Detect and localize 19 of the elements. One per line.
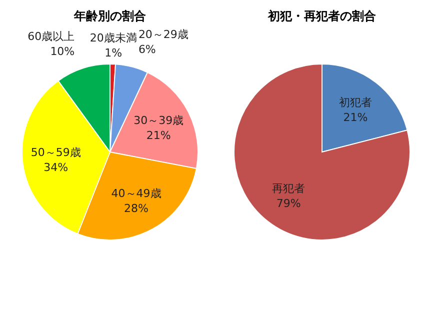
- data-label: 1%: [104, 46, 122, 60]
- data-label: 21%: [343, 110, 368, 124]
- chart-title: 初犯・再犯者の割合: [267, 9, 377, 23]
- data-label: 28%: [124, 202, 149, 215]
- slice-label: 20～29歳: [138, 28, 188, 42]
- data-label: 6%: [138, 43, 156, 56]
- chart-title: 年齢別の割合: [73, 9, 147, 23]
- slice-label: 40～49歳: [111, 186, 162, 200]
- slice-label: 50～59歳: [30, 146, 81, 159]
- slice-label: 初犯者: [338, 96, 372, 109]
- data-label: 79%: [276, 197, 301, 210]
- pie-slice: [234, 64, 410, 240]
- slice-label: 60歳以上: [28, 30, 75, 44]
- slice-label: 20歳未満: [90, 32, 137, 45]
- data-label: 34%: [44, 160, 68, 174]
- data-label: 21%: [146, 129, 171, 142]
- slice-label: 再犯者: [272, 182, 306, 196]
- slice-label: 30～39歳: [134, 114, 184, 128]
- data-label: 10%: [50, 45, 75, 58]
